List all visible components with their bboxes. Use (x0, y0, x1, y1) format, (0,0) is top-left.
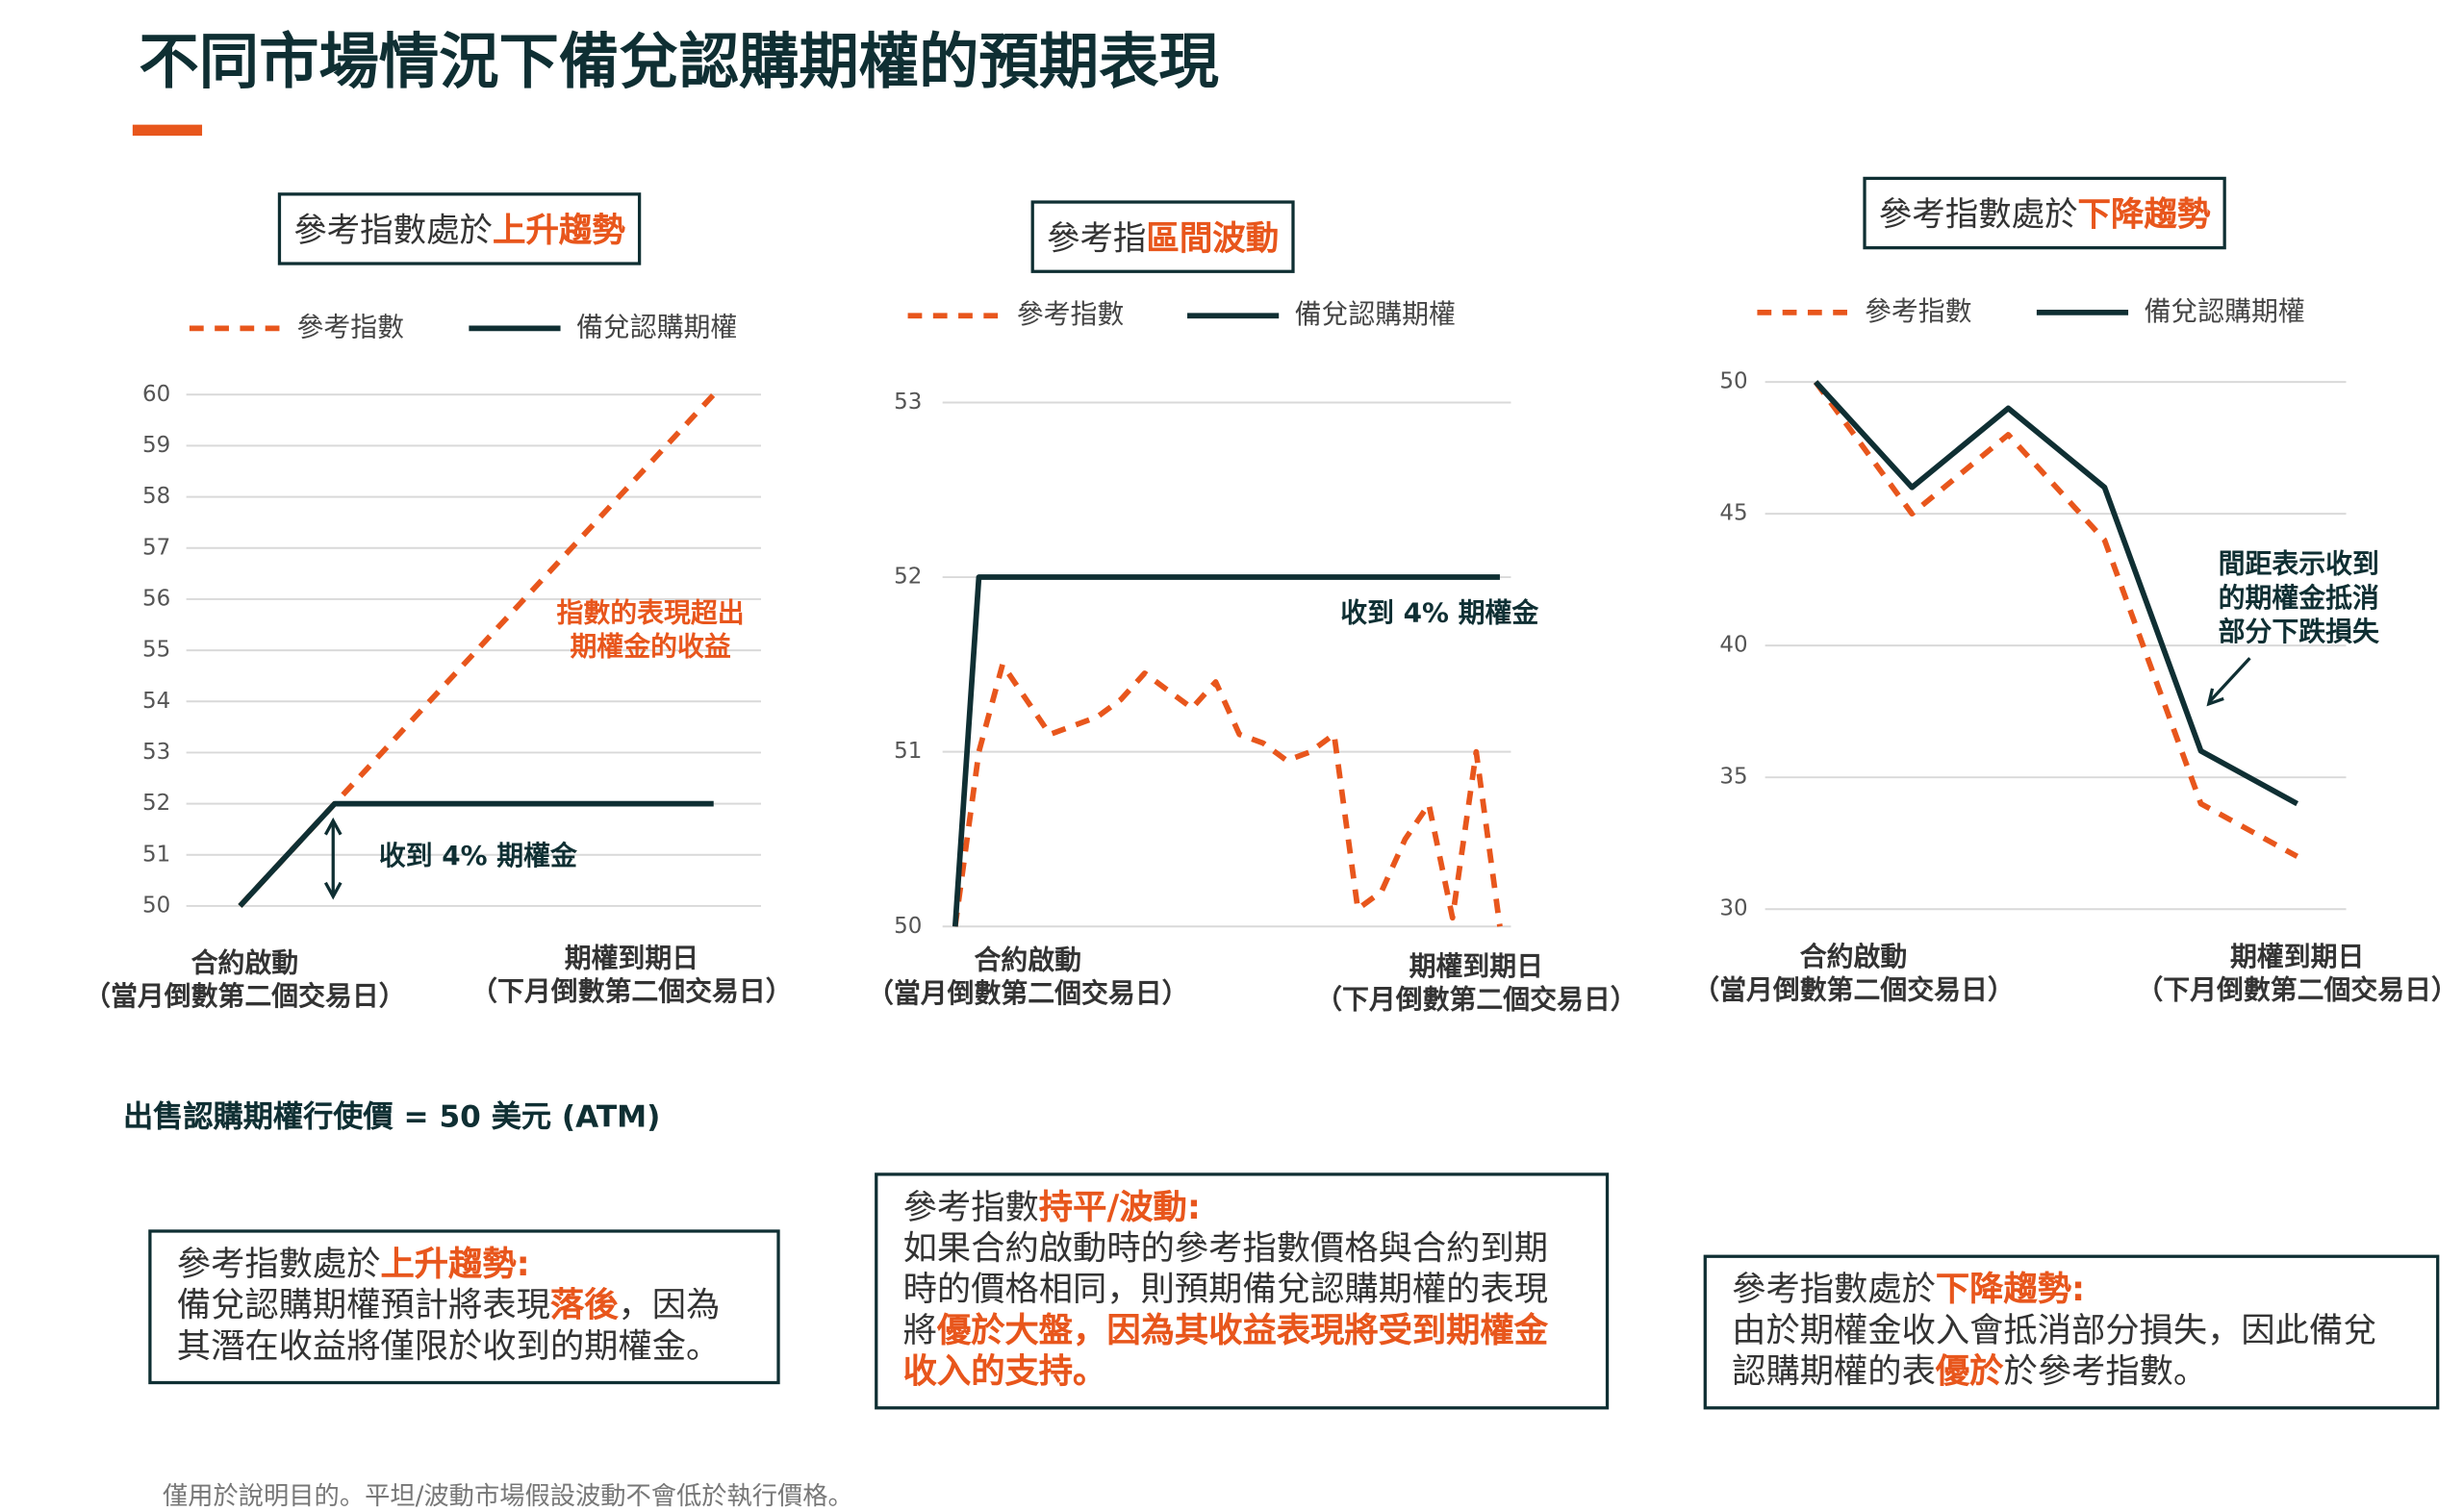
y-tick-label: 53 (894, 390, 922, 415)
y-tick-label: 50 (894, 914, 922, 939)
text: 參考指 (1046, 219, 1147, 258)
highlight-text: 下降趨勢 (2077, 195, 2211, 234)
note-content: 參考指數處於上升趨勢: 備兌認購期權預計將表現落後，因為其潛在收益將僅限於收到的期… (177, 1246, 729, 1369)
highlight-text: 上升趨勢: (380, 1245, 530, 1285)
y-tick-label: 40 (1719, 633, 1747, 658)
y-tick-label: 51 (142, 842, 170, 867)
x-tick-label: 期權到期日 (1409, 950, 1543, 982)
y-tick-label: 30 (1719, 896, 1747, 921)
annotation: 期權金的收益 (570, 631, 730, 663)
y-tick-label: 45 (1719, 501, 1747, 526)
highlight-text: 下降趨勢: (1935, 1271, 2086, 1311)
x-tick-note: （當月倒數第二個交易日） (84, 980, 406, 1012)
x-tick-note: （當月倒數第二個交易日） (867, 977, 1189, 1009)
note-content: 參考指數持平/波動: 如果合約啟動時的參考指數價格與合約到期時的價格相同，則預期備… (903, 1189, 1566, 1394)
text: 由於期權金收入會抵消部分損失，因此備兌認購期權的表 (1732, 1311, 2377, 1393)
highlight-text: 優於 (1935, 1352, 2004, 1393)
y-tick-label: 50 (142, 893, 170, 918)
note-body: 備兌認購期權預計將表現落後，因為其潛在收益將僅限於收到的期權金。 (177, 1286, 721, 1367)
y-tick-label: 52 (142, 791, 170, 816)
text: ，因為其潛在收益將僅限於收到的期權金。 (176, 1286, 721, 1368)
highlight-text: 上升趨勢 (492, 211, 625, 250)
highlight-text: 持平/波動: (1038, 1188, 1201, 1228)
y-tick-label: 51 (894, 739, 922, 764)
annotation: 部分下跌損失 (2219, 616, 2380, 647)
x-tick-note: （下月倒數第二個交易日） (1315, 983, 1638, 1015)
legend-label: 備兌認購期權 (2144, 295, 2304, 327)
legend-label: 參考指數 (1017, 298, 1125, 330)
y-tick-label: 60 (142, 382, 170, 407)
y-tick-label: 57 (142, 535, 170, 560)
x-tick-note: （下月倒數第二個交易日） (2136, 974, 2458, 1006)
legend-label: 備兌認購期權 (1295, 298, 1456, 330)
legend-label: 參考指數 (297, 311, 405, 342)
series-line (1813, 380, 2299, 859)
arrow-line (2209, 657, 2251, 702)
series-line (952, 574, 1500, 927)
x-tick-label: 合約啟動 (1800, 941, 1908, 972)
x-tick-label: 期權到期日 (565, 943, 698, 974)
annotation: 收到 4% 期權金 (379, 840, 578, 871)
note-box: 參考指數處於上升趨勢: 備兌認購期權預計將表現落後，因為其潛在收益將僅限於收到的期… (148, 1229, 780, 1385)
y-tick-label: 55 (142, 638, 170, 663)
chart-title: 參考指區間波動 (1030, 200, 1295, 273)
annotation: 指數的表現超出 (557, 596, 745, 628)
text: 參考指數處於 (1878, 195, 2078, 234)
text: 參考指數處於 (176, 1245, 381, 1285)
y-tick-label: 35 (1719, 765, 1747, 790)
text: 參考指數處於 (293, 211, 493, 250)
legend-label: 備兌認購期權 (576, 311, 737, 342)
y-tick-label: 56 (142, 586, 170, 611)
text: 如果合約啟動時的參考指數價格與合約到期時的價格相同，則預期備兌認購期權的表現將 (902, 1229, 1549, 1351)
y-tick-label: 52 (894, 565, 922, 590)
y-tick-label: 58 (142, 484, 170, 509)
y-tick-label: 54 (142, 689, 170, 714)
text: 參考指數處於 (1732, 1271, 1936, 1311)
series-line (952, 661, 1503, 927)
series-line (238, 800, 714, 908)
series-line (1814, 380, 2299, 807)
highlight-text: 落後 (549, 1286, 619, 1326)
text: 參考指數 (902, 1188, 1039, 1228)
note-heading: 參考指數處於下降趨勢: (1732, 1271, 2395, 1312)
chart-title: 參考指數處於下降趨勢 (1863, 176, 2226, 250)
note-box: 參考指數持平/波動: 如果合約啟動時的參考指數價格與合約到期時的價格相同，則預期備… (875, 1172, 1610, 1410)
arrow-head (2206, 688, 2224, 707)
text: 於參考指數。 (2003, 1352, 2208, 1393)
text: 備兌認購期權預計將表現 (176, 1286, 550, 1326)
chart-title: 參考指數處於上升趨勢 (277, 192, 642, 265)
annotation: 間距表示收到 (2219, 547, 2379, 579)
x-tick-note: （下月倒數第二個交易日） (470, 975, 793, 1007)
strike-note: 出售認購期權行使價 = 50 美元 (ATM) (122, 1099, 661, 1135)
note-content: 參考指數處於下降趨勢: 由於期權金收入會抵消部分損失，因此備兌認購期權的表優於於參… (1732, 1271, 2395, 1394)
x-tick-label: 期權到期日 (2230, 941, 2364, 972)
arrow-head (323, 881, 343, 900)
y-tick-label: 59 (142, 433, 170, 458)
arrow-head (323, 817, 343, 836)
footnote: 僅用於說明目的。平坦/波動市場假設波動不會低於執行價格。 (163, 1480, 853, 1511)
note-body: 由於期權金收入會抵消部分損失，因此備兌認購期權的表優於於參考指數。 (1732, 1312, 2376, 1393)
annotation: 的期權金抵消 (2219, 582, 2379, 614)
note-heading: 參考指數持平/波動: (903, 1189, 1566, 1230)
y-tick-label: 53 (142, 740, 170, 765)
highlight-text: 優於大盤，因為其收益表現將受到期權金收入的支持。 (902, 1311, 1549, 1393)
highlight-text: 區間波動 (1146, 219, 1280, 258)
title-accent (132, 124, 203, 137)
note-heading: 參考指數處於上升趨勢: (177, 1246, 729, 1287)
note-box: 參考指數處於下降趨勢: 由於期權金收入會抵消部分損失，因此備兌認購期權的表優於於參… (1703, 1254, 2440, 1410)
legend-label: 參考指數 (1865, 295, 1972, 327)
annotation: 收到 4% 期權金 (1340, 596, 1539, 628)
x-tick-label: 合約啟動 (191, 947, 299, 979)
y-tick-label: 50 (1719, 369, 1747, 394)
note-body: 如果合約啟動時的參考指數價格與合約到期時的價格相同，則預期備兌認購期權的表現將優… (903, 1229, 1548, 1392)
x-tick-note: （當月倒數第二個交易日） (1692, 974, 2014, 1006)
x-tick-label: 合約啟動 (975, 944, 1081, 975)
page-title: 不同市場情況下備兌認購期權的預期表現 (139, 26, 1219, 97)
